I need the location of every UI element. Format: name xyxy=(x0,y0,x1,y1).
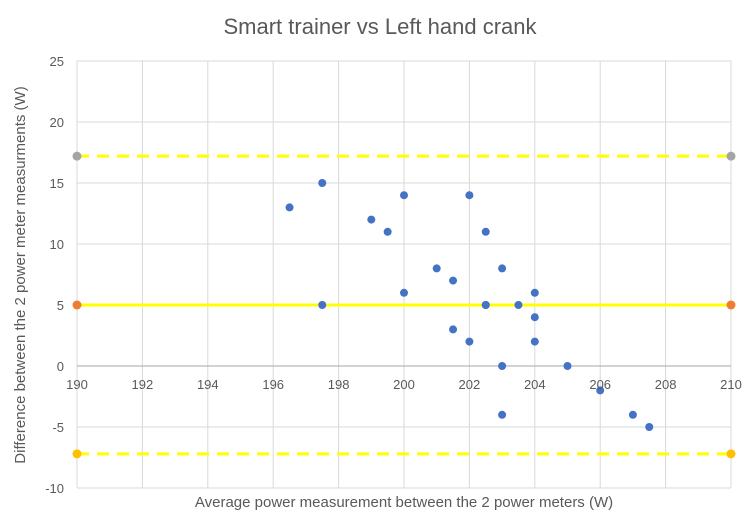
y-tick-label: -10 xyxy=(45,481,64,496)
data-point xyxy=(318,179,327,187)
x-tick-label: 194 xyxy=(197,377,219,392)
data-point xyxy=(514,301,523,309)
data-point xyxy=(465,191,474,200)
x-tick-label: 208 xyxy=(655,377,677,392)
x-tick-label: 196 xyxy=(262,377,284,392)
data-point xyxy=(285,203,294,212)
x-tick-label: 198 xyxy=(328,377,350,392)
y-tick-label: -5 xyxy=(52,420,64,435)
gridlines xyxy=(76,60,732,489)
x-tick-label: 200 xyxy=(393,377,415,392)
reference-endpoint-marker xyxy=(726,449,736,459)
data-point xyxy=(498,362,507,370)
x-axis-title: Average power measurement between the 2 … xyxy=(195,494,613,511)
y-tick-label: 25 xyxy=(50,54,64,69)
data-point xyxy=(432,264,441,273)
data-point xyxy=(481,301,490,309)
data-point xyxy=(530,313,539,322)
x-tick-label: 206 xyxy=(589,377,611,392)
reference-endpoint-marker xyxy=(72,300,82,310)
x-tick-label: 190 xyxy=(66,377,88,392)
data-point xyxy=(465,337,474,346)
y-axis-title: Difference between the 2 power meter mea… xyxy=(12,86,29,463)
data-point xyxy=(318,301,327,309)
chart-title: Smart trainer vs Left hand crank xyxy=(223,14,537,39)
reference-endpoint-marker xyxy=(726,151,736,161)
data-point xyxy=(383,227,392,236)
data-point xyxy=(481,227,490,236)
y-tick-label: 5 xyxy=(57,298,64,313)
data-point xyxy=(563,362,572,370)
data-point xyxy=(596,386,605,395)
x-tick-label: 210 xyxy=(720,377,742,392)
reference-endpoint-marker xyxy=(72,151,82,161)
data-point xyxy=(367,215,376,224)
y-tick-label: 20 xyxy=(50,115,64,130)
data-point xyxy=(530,337,539,346)
data-point xyxy=(400,191,408,200)
x-tick-label: 204 xyxy=(524,377,546,392)
data-point xyxy=(498,410,507,419)
data-points xyxy=(285,179,654,431)
data-point xyxy=(530,288,539,297)
x-axis-ticks: 190 192 194 196 198 200 202 204 206 208 210 xyxy=(66,377,742,392)
y-axis-ticks: 25 20 15 10 5 0 -5 -10 xyxy=(45,54,64,496)
y-tick-label: 0 xyxy=(57,359,64,374)
data-point xyxy=(628,410,637,419)
reference-lines xyxy=(72,151,736,459)
data-point xyxy=(400,288,408,297)
data-point xyxy=(449,325,458,334)
x-tick-label: 202 xyxy=(459,377,481,392)
reference-endpoint-marker xyxy=(726,300,736,310)
data-point xyxy=(498,264,507,273)
reference-endpoint-marker xyxy=(72,449,82,459)
y-tick-label: 15 xyxy=(50,176,64,191)
data-point xyxy=(449,276,458,285)
y-tick-label: 10 xyxy=(50,237,64,252)
data-point xyxy=(645,423,654,431)
x-tick-label: 192 xyxy=(132,377,154,392)
